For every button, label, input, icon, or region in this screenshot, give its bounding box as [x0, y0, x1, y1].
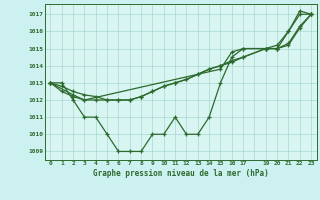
- X-axis label: Graphe pression niveau de la mer (hPa): Graphe pression niveau de la mer (hPa): [93, 169, 269, 178]
